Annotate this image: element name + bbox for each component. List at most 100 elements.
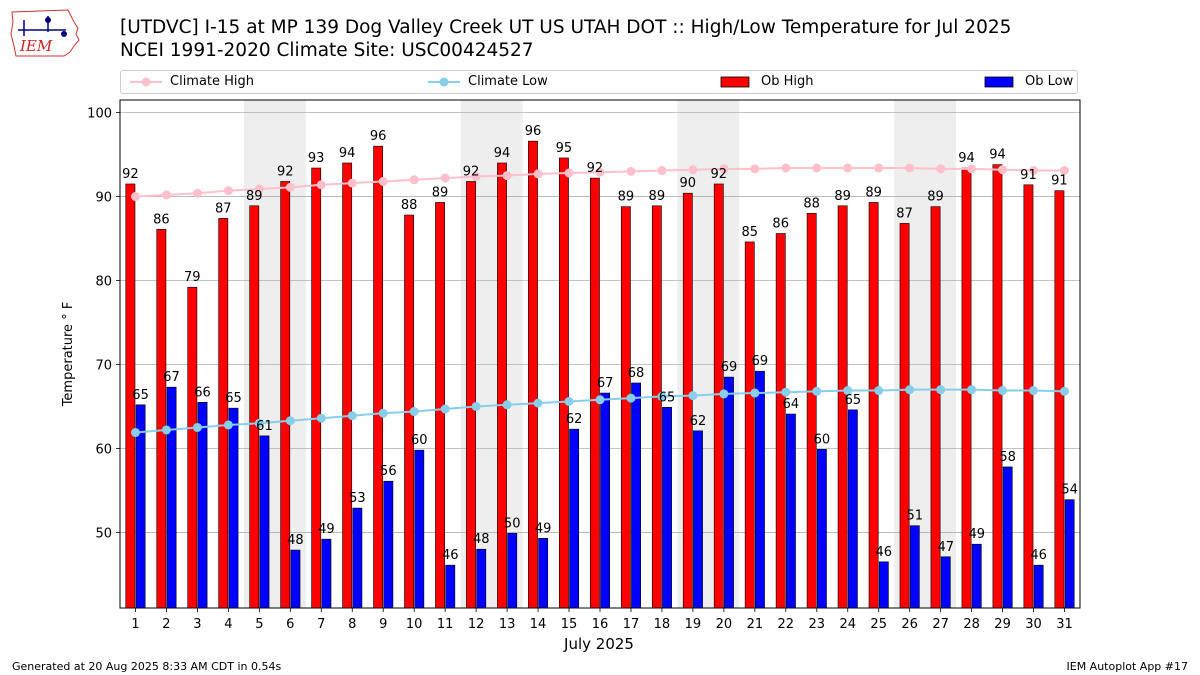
ob-low-bar xyxy=(507,532,518,609)
ob-low-bar xyxy=(600,392,610,609)
ob-high-value-label: 89 xyxy=(432,185,449,200)
ob-high-value-label: 89 xyxy=(834,189,851,204)
ob-low-bar xyxy=(662,407,672,609)
ob-high-bar xyxy=(187,286,198,609)
climate-high-point xyxy=(254,184,264,194)
ob-low-value-label: 47 xyxy=(937,540,954,555)
gridlines xyxy=(120,112,1080,533)
data-labels: 92 65 86 67 79 66 87 65 89 61 92 48 93 49 94 53 96 56 88 60… xyxy=(122,124,1078,563)
ob-high-value-label: 94 xyxy=(989,148,1006,163)
climate-low-point xyxy=(130,428,140,438)
climate-high-point xyxy=(843,163,853,173)
ob-high-bar xyxy=(373,145,384,609)
climate-low-point xyxy=(285,416,295,426)
ob-high-bar xyxy=(249,205,260,609)
legend-line-marker-icon xyxy=(428,77,460,87)
ob-low-value-label: 46 xyxy=(442,548,459,563)
climate-lines xyxy=(130,163,1070,438)
legend-label: Ob High xyxy=(761,74,814,89)
x-tick-label: 19 xyxy=(685,617,702,632)
ob-low-bar xyxy=(259,435,270,609)
ob-low-value-label: 60 xyxy=(411,433,428,448)
ob-low-value-label: 67 xyxy=(163,370,180,385)
climate-high-point xyxy=(161,190,171,200)
ob-low-value-label: 54 xyxy=(1061,483,1078,498)
ob-high-value-label: 89 xyxy=(618,190,635,205)
ob-low-bar xyxy=(693,430,703,609)
climate-high-point xyxy=(285,182,295,192)
legend-patch-icon xyxy=(984,76,1014,88)
ob-low-value-label: 60 xyxy=(814,432,831,447)
x-tick-label: 9 xyxy=(379,617,387,632)
ob-high-bar xyxy=(311,167,322,609)
climate-high-point xyxy=(750,164,760,174)
app-credit: IEM Autoplot App #17 xyxy=(1066,660,1189,673)
ob-high-value-label: 87 xyxy=(215,201,232,216)
climate-low-point xyxy=(874,386,884,396)
ob-high-value-label: 86 xyxy=(772,217,789,232)
ob-low-bar xyxy=(383,480,394,609)
ob-low-bar xyxy=(1033,564,1044,609)
logo-text: IEM xyxy=(19,37,53,55)
ob-low-bar xyxy=(940,556,951,609)
ob-low-bar xyxy=(816,449,827,609)
climate-high-point xyxy=(688,165,698,175)
climate-high-point xyxy=(812,163,822,173)
ob-high-bar xyxy=(899,223,910,609)
climate-low-point xyxy=(812,386,822,396)
x-tick-label: 11 xyxy=(437,617,454,632)
ob-low-value-label: 69 xyxy=(752,354,769,369)
climate-low-point xyxy=(533,398,543,408)
x-tick-label: 23 xyxy=(809,617,826,632)
ob-high-bar xyxy=(775,233,786,609)
ob-low-value-label: 65 xyxy=(225,391,242,406)
ob-high-value-label: 96 xyxy=(370,129,387,144)
climate-low-point xyxy=(750,388,760,398)
ob-low-value-label: 66 xyxy=(194,385,211,400)
climate-high-point xyxy=(533,169,543,179)
x-tick-label: 28 xyxy=(963,617,980,632)
ob-high-value-label: 94 xyxy=(494,146,511,161)
ob-low-value-label: 62 xyxy=(690,414,707,429)
x-tick-label: 24 xyxy=(839,617,856,632)
climate-low-point xyxy=(192,422,202,432)
legend-label: Climate High xyxy=(170,74,255,89)
chart-legend: Climate High Climate Low Ob High Ob Low xyxy=(120,70,1078,94)
climate-high-point xyxy=(502,171,512,181)
ob-low-bar xyxy=(538,538,549,609)
ob-high-bar xyxy=(744,241,755,609)
climate-high-point xyxy=(409,175,419,185)
ob-low-bar xyxy=(1064,499,1075,609)
ob-low-value-label: 46 xyxy=(1030,548,1047,563)
climate-high-point xyxy=(626,166,636,176)
climate-high-point xyxy=(564,168,574,178)
x-axis-label: July 2025 xyxy=(563,635,634,653)
ob-high-value-label: 92 xyxy=(710,167,727,182)
climate-high-point xyxy=(1060,166,1070,176)
ob-low-bar xyxy=(352,507,363,609)
ob-high-value-label: 79 xyxy=(184,270,201,285)
climate-low-point xyxy=(595,395,605,405)
ob-high-value-label: 89 xyxy=(246,189,263,204)
climate-high-point xyxy=(998,165,1008,175)
climate-low-point xyxy=(316,413,326,423)
ob-low-bar xyxy=(290,549,301,609)
x-tick-label: 5 xyxy=(255,617,263,632)
ob-low-value-label: 69 xyxy=(721,360,738,375)
climate-high-point xyxy=(905,163,915,173)
ob-low-value-label: 48 xyxy=(473,532,490,547)
climate-high-point xyxy=(781,163,791,173)
ob-high-value-label: 92 xyxy=(122,167,139,182)
ob-low-value-label: 53 xyxy=(349,491,366,506)
ob-high-value-label: 86 xyxy=(153,212,170,227)
y-tick-label: 90 xyxy=(95,191,112,206)
ob-low-value-label: 58 xyxy=(999,450,1016,465)
climate-high-point xyxy=(595,167,605,177)
x-tick-label: 25 xyxy=(870,617,887,632)
ob-high-value-label: 95 xyxy=(556,141,573,156)
climate-low-point xyxy=(781,387,791,397)
climate-low-point xyxy=(998,386,1008,396)
ob-high-bar xyxy=(559,157,569,609)
